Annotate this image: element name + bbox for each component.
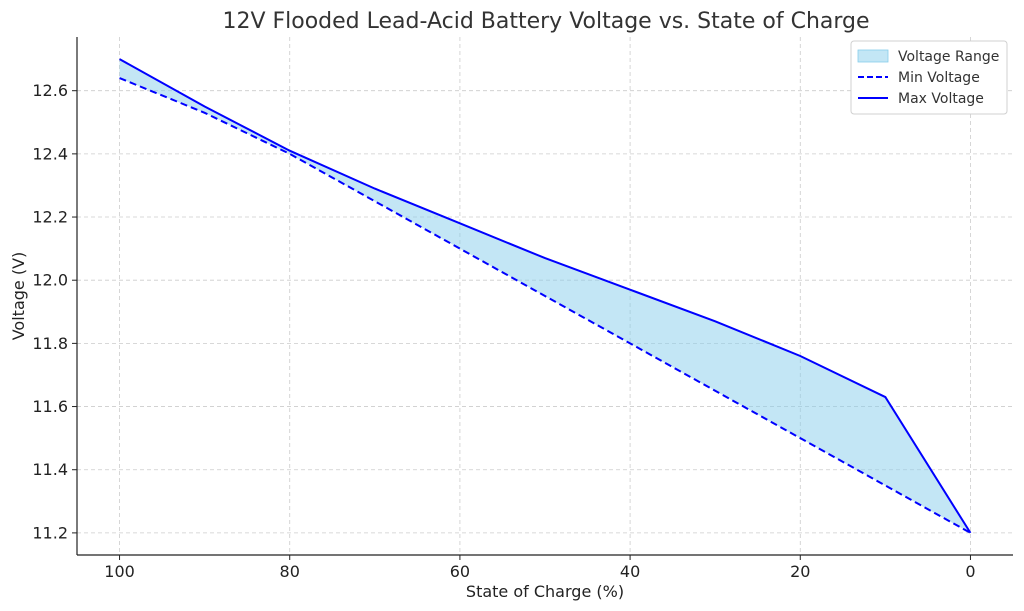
y-tick-label: 12.0 <box>32 271 68 290</box>
legend-swatch-voltage-range <box>857 49 889 63</box>
y-tick-label: 11.2 <box>32 523 68 542</box>
legend-box <box>850 40 1008 115</box>
y-tick-label: 11.4 <box>32 460 68 479</box>
legend: Voltage Range Min Voltage Max Voltage <box>850 40 1008 115</box>
y-axis-label: Voltage (V) <box>9 252 28 341</box>
y-tick-label: 12.6 <box>32 81 68 100</box>
max-voltage-line <box>119 58 972 534</box>
chart-title: 12V Flooded Lead-Acid Battery Voltage vs… <box>222 9 869 34</box>
y-tick-label: 12.4 <box>32 144 68 163</box>
tick-labels: 100 80 60 40 20 0 11.2 11.4 11.6 11.8 12.0 12.2 12.4… <box>32 81 975 581</box>
x-tick-label: 0 <box>965 562 975 581</box>
x-tick-label: 80 <box>280 562 300 581</box>
y-tick-label: 11.6 <box>32 397 68 416</box>
axes <box>72 37 1013 560</box>
y-tick-label: 12.2 <box>32 208 68 227</box>
legend-label: Max Voltage <box>898 91 984 107</box>
legend-label: Voltage Range <box>898 49 999 65</box>
x-tick-label: 40 <box>620 562 640 581</box>
legend-label: Min Voltage <box>898 70 980 86</box>
y-tick-label: 11.8 <box>32 334 68 353</box>
x-tick-label: 100 <box>104 562 135 581</box>
x-tick-label: 60 <box>450 562 470 581</box>
min-voltage-line <box>119 77 971 534</box>
x-axis-label: State of Charge (%) <box>466 582 624 601</box>
line-layer <box>119 58 972 534</box>
x-tick-label: 20 <box>790 562 810 581</box>
